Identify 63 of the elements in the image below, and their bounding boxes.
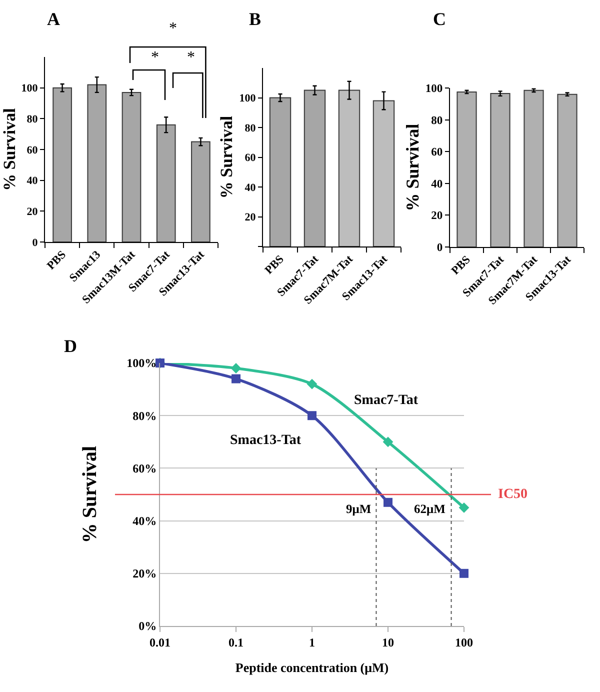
y-tick-label: 80 (26, 114, 38, 126)
bar (156, 124, 176, 242)
x-tick-label: 0.1 (228, 635, 244, 650)
bar (372, 100, 395, 246)
y-tick-label: 100 (425, 83, 443, 96)
point (232, 374, 240, 384)
x-tick-label: 1 (309, 635, 315, 650)
y-tick-label: 20 (244, 212, 256, 224)
bar (191, 141, 210, 242)
y-axis-title: % Survival (79, 445, 102, 544)
x-tick-label: 100 (455, 635, 473, 650)
y-axis-title: % Survival (402, 124, 423, 212)
ref-line-label: IC50 (498, 487, 528, 502)
ref-line-label: 9μM (346, 502, 372, 516)
bar (304, 90, 326, 246)
y-tick-label: 60 (244, 152, 256, 164)
ref-line-label: 62μM (414, 502, 446, 516)
y-tick-label: 40 (244, 182, 256, 194)
y-tick-label: 60 (26, 144, 38, 156)
point (458, 502, 470, 513)
point (384, 498, 392, 507)
y-tick-label: 60% (132, 461, 157, 476)
y-tick-label: 80 (431, 114, 443, 127)
y-tick-label: 80 (244, 122, 256, 134)
point (382, 436, 394, 448)
y-tick-label: 40 (431, 178, 443, 190)
bar (338, 90, 360, 246)
y-tick-label: 40 (26, 175, 38, 188)
y-tick-label: 0 (32, 236, 38, 249)
y-tick-label: 100 (239, 92, 256, 105)
y-tick-label: 60 (431, 146, 443, 159)
bar (122, 92, 142, 242)
y-tick-label: 20 (431, 210, 443, 222)
chart-title: B (249, 9, 262, 29)
point (230, 363, 242, 374)
chart-title: C (433, 9, 446, 29)
x-tick-label: 10 (382, 635, 394, 650)
x-axis-title: Peptide concentration (μM) (235, 660, 389, 675)
y-tick-label: 0% (138, 619, 157, 634)
point (306, 378, 318, 390)
y-tick-label: 100 (21, 82, 38, 95)
y-tick-label: 100% (126, 356, 157, 370)
x-tick-label: 0.01 (150, 635, 170, 650)
y-tick-label: 20% (132, 566, 157, 581)
bar (87, 84, 107, 242)
annotation: * (187, 49, 195, 66)
point (308, 411, 316, 420)
chart-title: D (64, 336, 77, 356)
y-tick-label: 40% (132, 514, 157, 528)
series-label: Smac13-Tat (230, 433, 302, 448)
y-tick-label: 0 (436, 242, 443, 254)
y-tick-label: 80% (132, 408, 157, 423)
y-axis-title: % Survival (216, 116, 236, 199)
x-tick-label: PBS (45, 248, 68, 272)
y-tick-label: 20 (26, 206, 38, 218)
y-axis-title: % Survival (0, 108, 19, 191)
point (460, 568, 468, 578)
series-label: Smac7-Tat (354, 393, 418, 408)
chart-title: A (47, 9, 60, 29)
bar (52, 87, 72, 242)
bar (269, 97, 292, 246)
text: * (169, 20, 177, 37)
annotation: * (151, 49, 159, 66)
